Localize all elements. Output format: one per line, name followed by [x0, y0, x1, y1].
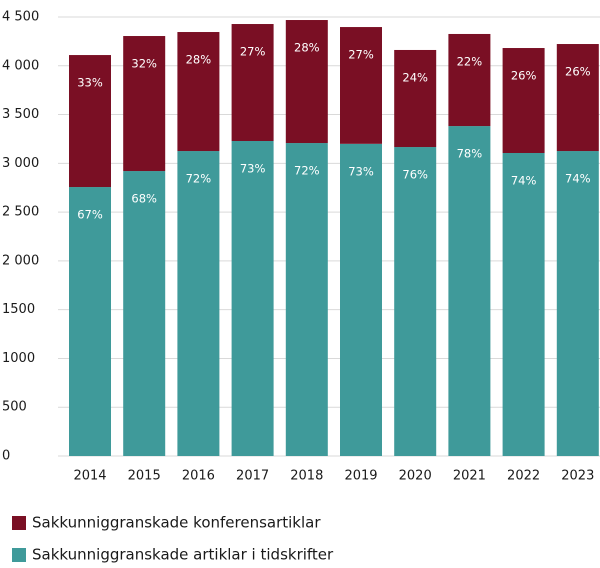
bar-segment — [231, 140, 274, 457]
y-tick-label: 1500 — [2, 302, 35, 317]
share-label: 27% — [348, 48, 374, 62]
bar-segment — [69, 187, 111, 456]
bar-segment — [123, 36, 166, 172]
legend-swatch — [12, 516, 26, 530]
bar-segment — [394, 49, 437, 148]
legend-swatch — [12, 548, 26, 562]
share-label: 27% — [240, 45, 266, 59]
bar-segment — [340, 143, 382, 457]
share-label: 78% — [457, 147, 483, 161]
bar-segment — [448, 126, 491, 456]
bar-segment — [448, 33, 491, 127]
x-tick-label: 2019 — [344, 469, 377, 484]
share-label: 76% — [402, 168, 428, 182]
share-label: 22% — [457, 54, 483, 68]
bar-segment — [556, 44, 599, 152]
share-label: 33% — [77, 76, 103, 90]
y-tick-label: 1000 — [2, 351, 35, 366]
bar-segment — [556, 151, 599, 457]
share-label: 72% — [294, 164, 320, 178]
x-tick-label: 2014 — [73, 469, 106, 484]
bar-segment — [340, 27, 382, 144]
share-label: 24% — [402, 70, 428, 84]
x-tick-label: 2022 — [507, 469, 540, 484]
y-tick-label: 4 000 — [2, 58, 39, 73]
share-label: 28% — [294, 41, 320, 55]
share-label: 28% — [186, 53, 212, 67]
share-label: 74% — [565, 172, 591, 186]
x-tick-label: 2023 — [561, 469, 594, 484]
bar-segment — [502, 152, 545, 457]
share-label: 74% — [511, 173, 537, 187]
y-tick-label: 4 500 — [2, 10, 39, 25]
y-tick-label: 0 — [2, 449, 10, 464]
x-tick-label: 2017 — [236, 469, 269, 484]
share-label: 72% — [186, 172, 212, 186]
share-label: 73% — [348, 164, 374, 178]
bar-segment — [123, 171, 166, 456]
bar-segment — [69, 55, 111, 188]
bar-segment — [177, 32, 220, 152]
bar-segment — [285, 143, 328, 456]
bar-segment — [285, 20, 328, 144]
share-label: 68% — [131, 192, 157, 206]
bar-segment — [231, 24, 274, 141]
share-label: 73% — [240, 161, 266, 175]
x-tick-label: 2016 — [182, 469, 215, 484]
y-tick-label: 2 500 — [2, 205, 39, 220]
share-label: 26% — [565, 65, 591, 79]
bar-segment — [502, 48, 545, 153]
x-tick-label: 2020 — [399, 469, 432, 484]
bar-segment — [394, 147, 437, 456]
y-tick-label: 3 000 — [2, 156, 39, 171]
x-tick-label: 2018 — [290, 469, 323, 484]
bar-segment — [177, 151, 220, 457]
x-tick-label: 2021 — [453, 469, 486, 484]
share-label: 32% — [131, 57, 157, 71]
y-tick-label: 2 000 — [2, 253, 39, 268]
share-label: 67% — [77, 208, 103, 222]
legend-label: Sakkunniggranskade konferensartiklar — [32, 514, 321, 532]
y-tick-label: 3 500 — [2, 107, 39, 122]
y-tick-label: 500 — [2, 400, 27, 415]
share-label: 26% — [511, 69, 537, 83]
legend-label: Sakkunniggranskade artiklar i tidskrifte… — [32, 546, 334, 564]
x-tick-label: 2015 — [128, 469, 161, 484]
